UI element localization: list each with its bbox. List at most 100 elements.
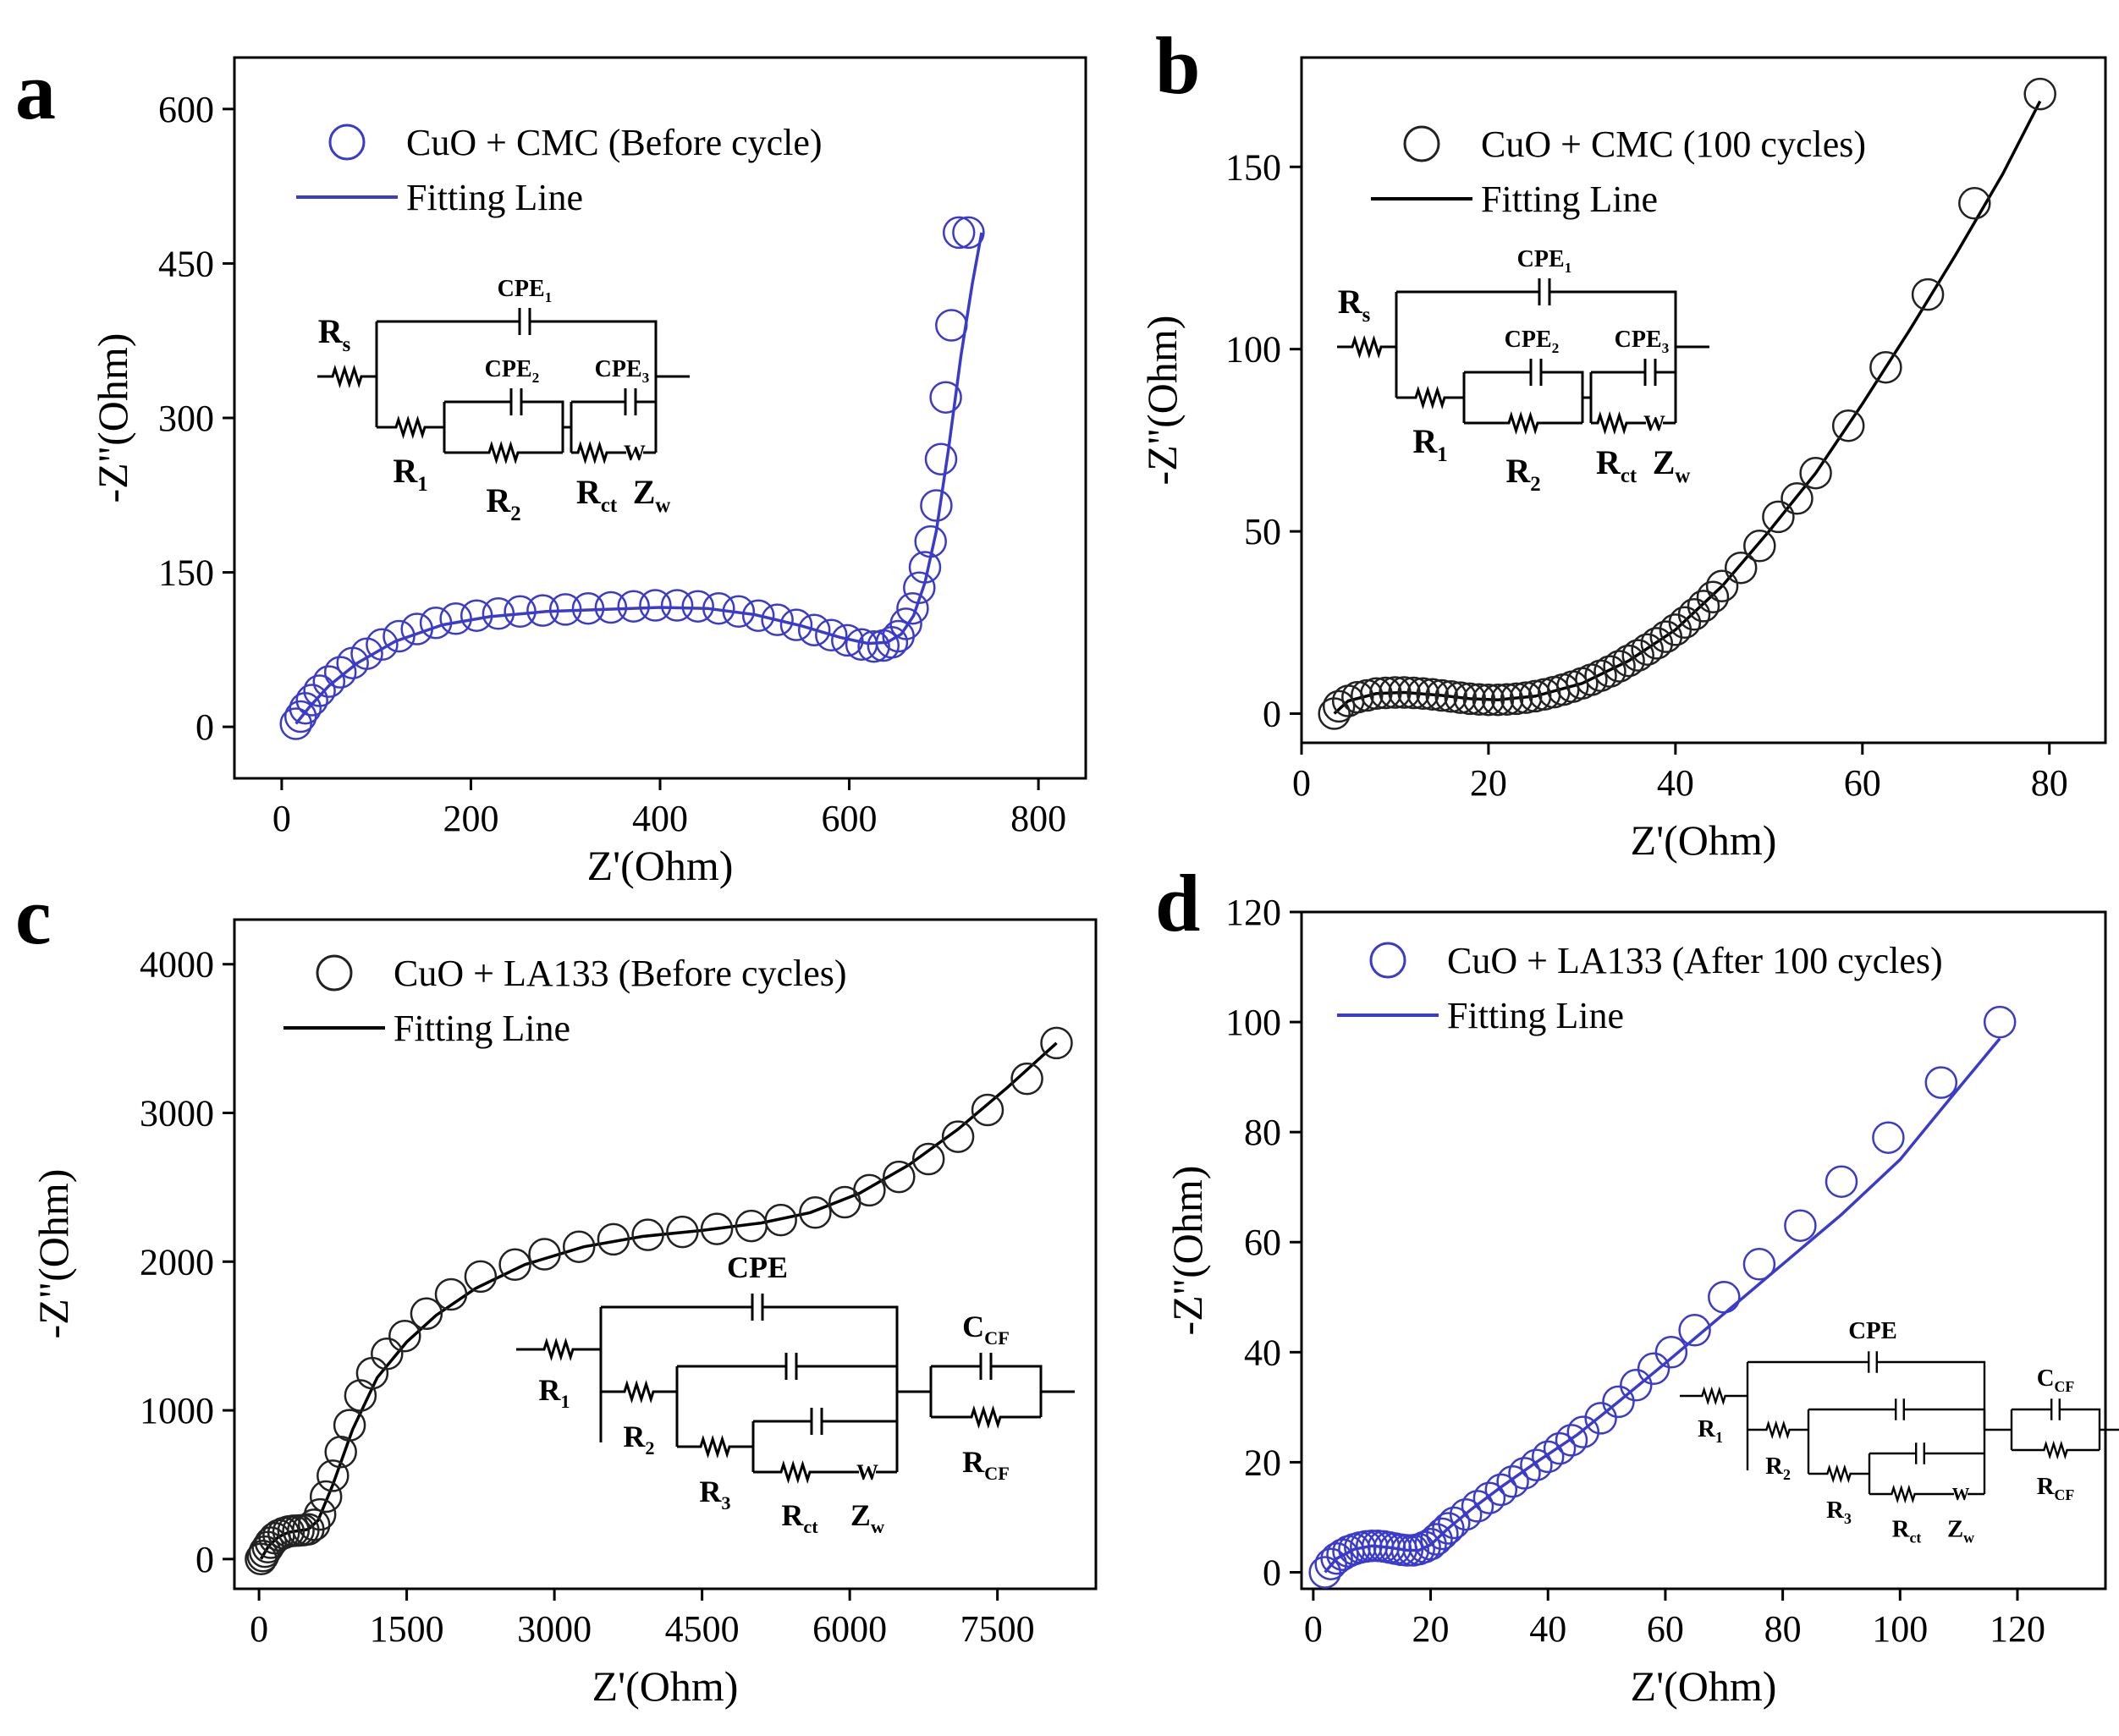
data-point — [254, 1526, 288, 1559]
r1-resistor — [516, 1338, 601, 1361]
cpe3-capacitor — [1633, 359, 1667, 386]
r3-label-sub: 3 — [721, 1492, 730, 1514]
x-tick-label: 400 — [632, 798, 688, 839]
y-axis-label: -Z"(Ohm) — [1138, 316, 1186, 486]
y-tick-label: 150 — [1225, 146, 1281, 188]
plot-area — [245, 1026, 1073, 1576]
rcf-label-main: R — [2037, 1473, 2056, 1500]
data-point — [323, 656, 357, 689]
rct-label-main: R — [576, 473, 602, 511]
fitting-line — [1333, 100, 2042, 715]
data-point — [1388, 676, 1421, 709]
wire — [1557, 371, 1584, 423]
data-point — [741, 599, 775, 632]
data-point — [1472, 683, 1505, 717]
data-point — [1593, 655, 1626, 688]
data-point — [1508, 1457, 1541, 1490]
data-point — [548, 593, 582, 626]
data-point — [1484, 1473, 1518, 1507]
x-axis-label: Z'(Ohm) — [592, 1662, 739, 1710]
y-tick-label: 40 — [1244, 1332, 1281, 1373]
data-point — [1461, 1490, 1494, 1523]
wire — [2072, 1408, 2101, 1451]
x-axis-label: Z'(Ohm) — [1631, 1662, 1777, 1710]
data-point — [1322, 689, 1356, 723]
x-tick-label: 0 — [1304, 1608, 1323, 1650]
legend-label: Fitting Line — [406, 177, 583, 218]
data-point — [333, 1409, 366, 1442]
y-axis-label: -Z"(Ohm) — [30, 1169, 77, 1339]
panel-letter: b — [1155, 20, 1200, 111]
r2-resistor — [1464, 411, 1582, 435]
cpe-label: CPE — [1848, 1317, 1897, 1344]
x-tick-label: 6000 — [812, 1608, 887, 1650]
legend-marker — [328, 124, 366, 161]
data-point — [952, 216, 985, 250]
data-point — [350, 637, 383, 670]
x-tick-label: 4500 — [665, 1608, 740, 1650]
legend-label: Fitting Line — [394, 1008, 570, 1049]
data-point — [303, 674, 336, 707]
data-point — [911, 1142, 945, 1176]
data-point — [1784, 1209, 1817, 1242]
data-point — [366, 628, 399, 662]
rct-label-sub: ct — [601, 494, 618, 517]
cpe2-label-sub: 2 — [1552, 340, 1560, 356]
data-point — [1369, 676, 1402, 710]
r2-resistor — [444, 441, 563, 464]
y-tick-label: 300 — [158, 398, 214, 439]
data-point — [660, 589, 694, 622]
x-tick-label: 7500 — [960, 1608, 1035, 1650]
data-point — [1677, 598, 1711, 631]
r2-label: R2 — [486, 481, 520, 525]
legend-marker — [1369, 942, 1406, 979]
y-tick-label: 4000 — [140, 944, 214, 986]
rct-resistor — [753, 1460, 838, 1484]
cpe1-capacitor — [1523, 278, 1566, 305]
plot-frame — [233, 56, 1087, 780]
r1-label-main: R — [1412, 422, 1438, 460]
data-point — [528, 1238, 561, 1271]
data-point — [1531, 1440, 1565, 1474]
x-tick-label: 20 — [1412, 1608, 1450, 1650]
x-tick-label: 20 — [1470, 762, 1507, 804]
data-point — [702, 591, 735, 625]
data-point — [1924, 1066, 1958, 1099]
ccf-label-main: C — [962, 1310, 984, 1343]
fitting-line — [1324, 1037, 2001, 1574]
capacitor — [795, 1408, 838, 1435]
rs-label: Rs — [1338, 283, 1371, 327]
data-point — [1781, 482, 1814, 515]
zw-label-main: Z — [1653, 443, 1676, 481]
cpe2-label: CPE2 — [485, 356, 540, 386]
data-point — [797, 613, 831, 646]
ccf-capacitor — [2039, 1398, 2073, 1420]
r3-label: R3 — [699, 1475, 730, 1514]
data-point — [883, 1160, 916, 1194]
data-point — [1555, 1424, 1588, 1457]
data-point — [722, 595, 756, 629]
data-point — [815, 618, 848, 652]
data-point — [1825, 1165, 1858, 1198]
rs-resistor — [317, 365, 377, 388]
data-point — [908, 551, 942, 584]
r3-resistor — [677, 1435, 753, 1459]
x-tick-label: 0 — [272, 798, 291, 839]
x-tick-label: 100 — [1872, 1608, 1928, 1650]
r2-label-main: R — [1765, 1453, 1784, 1480]
y-tick-label: 0 — [1263, 694, 1281, 735]
cpe3-label: CPE3 — [1615, 327, 1670, 356]
x-tick-label: 80 — [1764, 1608, 1802, 1650]
panel-letter: c — [15, 871, 52, 961]
cpe3-capacitor — [614, 388, 647, 415]
cpe2-label-sub: 2 — [532, 370, 540, 386]
r1-label-main: R — [393, 452, 418, 490]
data-point — [400, 613, 433, 646]
data-point — [1708, 1281, 1741, 1314]
r1-resistor — [377, 415, 444, 439]
r1-label: R1 — [1698, 1415, 1723, 1446]
rs-label: Rs — [318, 312, 351, 356]
r1-label-sub: 1 — [560, 1391, 570, 1412]
rct-label-sub: ct — [1909, 1530, 1921, 1546]
zw-element-glyph: W — [624, 441, 646, 465]
